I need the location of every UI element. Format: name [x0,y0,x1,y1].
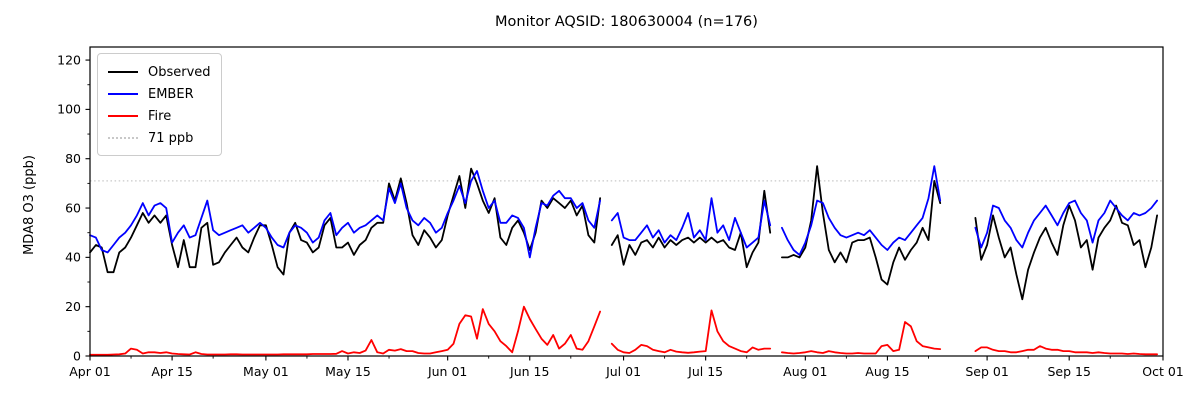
x-tick-label: Jul 15 [687,364,723,379]
x-tick-label: Aug 15 [865,364,909,379]
legend-swatch-fire [108,115,138,117]
x-tick-label: Jun 01 [427,364,467,379]
legend: Observed EMBER Fire 71 ppb [97,53,222,156]
legend-swatch-ember [108,93,138,95]
y-tick-label: 100 [57,102,81,117]
x-tick-label: Jun 15 [509,364,549,379]
legend-label: Observed [148,64,211,80]
x-tick-label: Sep 15 [1047,364,1090,379]
legend-label: 71 ppb [148,130,194,146]
chart-title: Monitor AQSID: 180630004 (n=176) [495,14,758,30]
y-tick-label: 20 [65,299,81,314]
legend-item-ember: EMBER [108,83,211,105]
plot-border [89,46,1164,357]
y-tick-label: 80 [65,151,81,166]
x-tick-label: Aug 01 [783,364,827,379]
legend-item-71-ppb: 71 ppb [108,127,211,149]
series-line-fire [89,305,1158,356]
x-tick-label: Apr 01 [69,364,111,379]
legend-item-observed: Observed [108,61,211,83]
y-tick-label: 60 [65,200,81,215]
series-line-ember [89,165,1158,259]
x-tick-label: Oct 01 [1142,364,1184,379]
y-tick-label: 40 [65,250,81,265]
x-tick-label: May 01 [243,364,289,379]
y-axis-title-text: MDA8 O3 (ppb) [22,155,37,255]
x-tick-label: Apr 15 [151,364,193,379]
legend-item-fire: Fire [108,105,211,127]
x-tick-label: Sep 01 [965,364,1008,379]
y-tick-label: 120 [57,52,81,67]
legend-swatch-observed [108,71,138,73]
series-line-observed [89,165,1158,301]
legend-label: EMBER [148,86,194,102]
x-tick-label: May 15 [325,364,371,379]
y-tick-label: 0 [73,348,81,363]
x-tick-label: Jul 01 [605,364,641,379]
legend-swatch-71-ppb [108,137,138,139]
legend-label: Fire [148,108,172,124]
